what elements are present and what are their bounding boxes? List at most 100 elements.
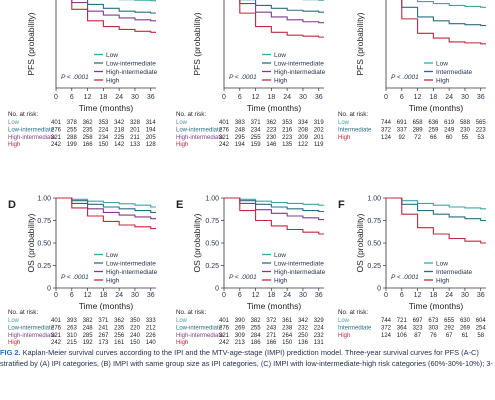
risk-value: 202 [314,127,325,133]
risk-title: No. at risk: [8,111,38,118]
y-tick-label: 0.75 [367,218,381,225]
x-tick-label: 18 [99,94,107,101]
y-axis-label: OS (probability) [192,213,202,272]
risk-row-label: High [8,142,20,148]
x-tick-label: 30 [461,94,469,101]
risk-value: 53 [477,135,484,141]
risk-value: 630 [460,318,471,324]
risk-value: 697 [413,318,424,324]
y-tick-label: 0.25 [205,263,219,270]
series-line-4 [71,0,156,33]
risk-value: 361 [282,318,293,324]
risk-value: 240 [130,333,141,339]
legend-label: Low-intermediate [274,261,324,268]
x-tick-label: 12 [84,292,92,299]
risk-value: 67 [446,333,453,339]
risk-value: 124 [381,333,392,339]
risk-value: 66 [430,135,437,141]
risk-value: 636 [428,120,439,126]
risk-value: 124 [381,135,392,141]
risk-row-label: High-intermediate [176,333,224,339]
p-value: P < .0001 [229,274,257,281]
y-tick-label: 0 [215,286,219,293]
x-tick-label: 18 [267,94,275,101]
x-tick-label: 24 [283,292,291,299]
risk-value: 146 [266,142,277,148]
chart-panel-3: 0 6 12 18 24 30 36 Time (months) PFS (probabilit… [338,0,486,141]
x-tick-label: 0 [222,94,226,101]
risk-row-label: Low [176,318,188,324]
risk-value: 242 [219,142,230,148]
y-tick-label: 0.50 [205,241,219,248]
risk-value: 390 [235,318,246,324]
x-tick-label: 24 [445,94,453,101]
risk-value: 131 [314,340,325,346]
risk-row-label: High-intermediate [8,135,56,141]
risk-value: 255 [251,135,262,141]
series-line-3 [401,0,486,45]
x-axis-label: Time (months) [247,301,302,311]
risk-value: 122 [298,142,309,148]
risk-value: 242 [51,340,62,346]
series-line-1 [118,0,156,2]
x-tick-label: 24 [445,292,453,299]
risk-value: 401 [51,120,62,126]
risk-value: 329 [314,318,325,324]
figure-caption: FIG 2. Kaplan-Meier survival curves acco… [0,347,495,369]
risk-value: 271 [266,333,277,339]
x-tick-label: 24 [283,94,291,101]
risk-value: 401 [219,318,230,324]
risk-value: 333 [146,318,157,324]
risk-value: 691 [397,120,408,126]
risk-value: 235 [114,325,125,331]
legend-label: Low [274,252,286,259]
risk-value: 194 [146,127,157,133]
panel-letter: E [176,199,183,211]
legend-label: High-intermediate [106,269,158,276]
risk-value: 276 [219,127,230,133]
series-line-1 [417,0,486,8]
series-line-3 [71,0,156,22]
legend-label: High-intermediate [274,69,326,76]
legend-label: Low [106,52,118,59]
risk-value: 241 [98,325,109,331]
risk-title: No. at risk: [338,309,368,316]
legend-label: High-intermediate [274,269,326,276]
risk-value: 259 [428,127,439,133]
x-tick-label: 30 [299,292,307,299]
risk-value: 238 [282,325,293,331]
y-axis-label: PFS (probability) [355,12,365,75]
x-tick-label: 0 [222,292,226,299]
risk-value: 342 [114,120,125,126]
y-tick-label: 1.00 [367,196,381,203]
risk-value: 328 [130,120,141,126]
risk-value: 588 [460,120,471,126]
risk-value: 371 [251,120,262,126]
x-tick-label: 36 [315,292,323,299]
x-tick-label: 12 [252,292,260,299]
risk-value: 321 [219,135,230,141]
risk-value: 186 [251,340,262,346]
series-line-4 [239,0,324,38]
x-axis-label: Time (months) [79,301,134,311]
legend-label: Low-intermediate [106,261,156,268]
caption-line-1: Kaplan-Meier survival curves according t… [22,348,479,357]
risk-value: 243 [266,325,277,331]
risk-value: 323 [413,325,424,331]
risk-value: 362 [266,120,277,126]
risk-value: 60 [446,135,453,141]
risk-value: 383 [235,120,246,126]
legend-label: Low [274,52,286,59]
risk-value: 289 [413,127,424,133]
legend-label: Intermediate [436,269,473,276]
risk-value: 223 [282,135,293,141]
legend-label: High [106,278,120,285]
risk-value: 372 [381,127,392,133]
risk-row-label: Low [8,120,20,126]
y-tick-label: 0.75 [205,218,219,225]
risk-value: 136 [298,340,309,346]
x-tick-label: 18 [429,292,437,299]
series-line-3 [239,0,324,24]
p-value: P < .0001 [391,74,419,81]
risk-value: 362 [114,318,125,324]
